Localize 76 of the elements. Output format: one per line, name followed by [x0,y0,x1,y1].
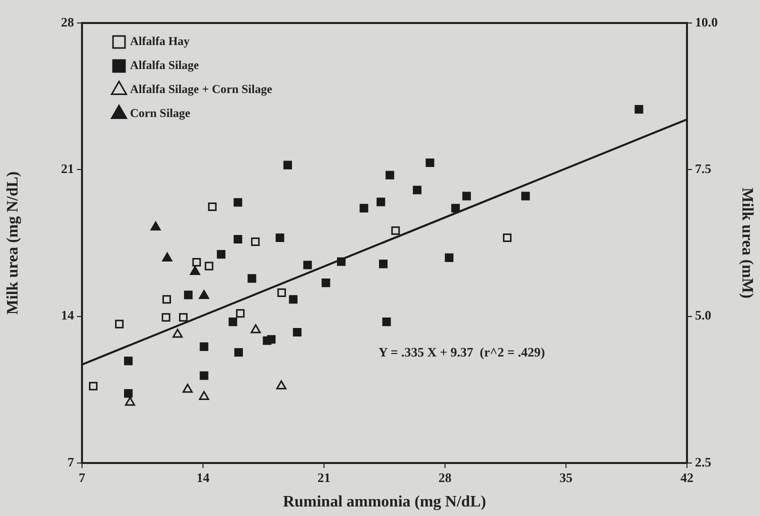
point [234,234,242,244]
x-tick-label: 28 [438,470,452,486]
annotation: Y = .335 X + 9.37 (r^2 = .429) [378,344,545,360]
point [386,170,394,180]
y-tick-label: 7 [68,454,74,470]
point [162,295,171,304]
point [412,186,422,194]
point [182,384,193,393]
point [262,336,272,345]
point [234,198,242,207]
x-tick-label: 35 [560,470,573,486]
point [288,295,298,304]
point [150,222,161,231]
x-tick-label: 7 [78,470,86,486]
point [426,158,434,168]
y-axis-title: Milk urea (mg N/dL) [4,171,22,315]
point [502,233,512,242]
x-tick-label: 21 [318,470,330,486]
point [376,198,386,206]
point [124,356,133,366]
point [382,317,391,326]
point [451,204,460,213]
x-axis-title: Ruminal ammonia (mg N/dL) [282,494,486,511]
point [88,382,98,390]
point [634,105,644,114]
y-tick-label: 21 [61,161,74,176]
point [521,192,530,200]
point [444,253,454,262]
point [391,226,400,235]
point [179,313,188,322]
point [124,389,133,398]
y2-axis-title: Milk urea (mM) [738,188,756,298]
y2-tick-label: 7.5 [695,161,712,176]
legend-label: Alfalfa Silage [130,58,200,72]
point [162,313,170,322]
y2-tick-label: 5.0 [695,308,712,323]
point [124,396,136,406]
point [198,391,210,400]
point [250,324,261,334]
x-tick-label: 42 [680,470,694,486]
point [462,192,471,200]
point [162,252,172,262]
point [190,266,200,275]
legend-label: Corn Silage [130,106,192,120]
point [204,262,214,270]
point [251,237,260,246]
point [198,290,210,300]
point [277,288,286,297]
point [172,328,183,338]
point [236,309,245,318]
point [322,278,330,288]
y-tick-label: 28 [61,14,74,30]
point [276,380,286,390]
point [115,320,124,328]
point [184,290,193,300]
legend-label: Alfalfa Hay [130,34,190,48]
point [360,204,368,213]
point [200,342,208,351]
point [379,260,388,268]
point [276,233,284,242]
point [292,328,302,337]
point [228,317,238,326]
point [208,202,217,212]
point [200,371,208,380]
legend-label: Alfalfa Silage + Corn Silage [130,82,273,96]
point [283,160,292,170]
y2-tick-label: 10.0 [695,14,718,30]
point [216,250,226,259]
point [303,260,312,270]
y2-tick-label: 2.5 [695,454,712,470]
y-tick-label: 14 [61,308,74,323]
x-tick-label: 14 [196,470,210,486]
point [337,257,346,266]
point [192,258,201,267]
point [234,348,243,357]
point [248,274,256,283]
